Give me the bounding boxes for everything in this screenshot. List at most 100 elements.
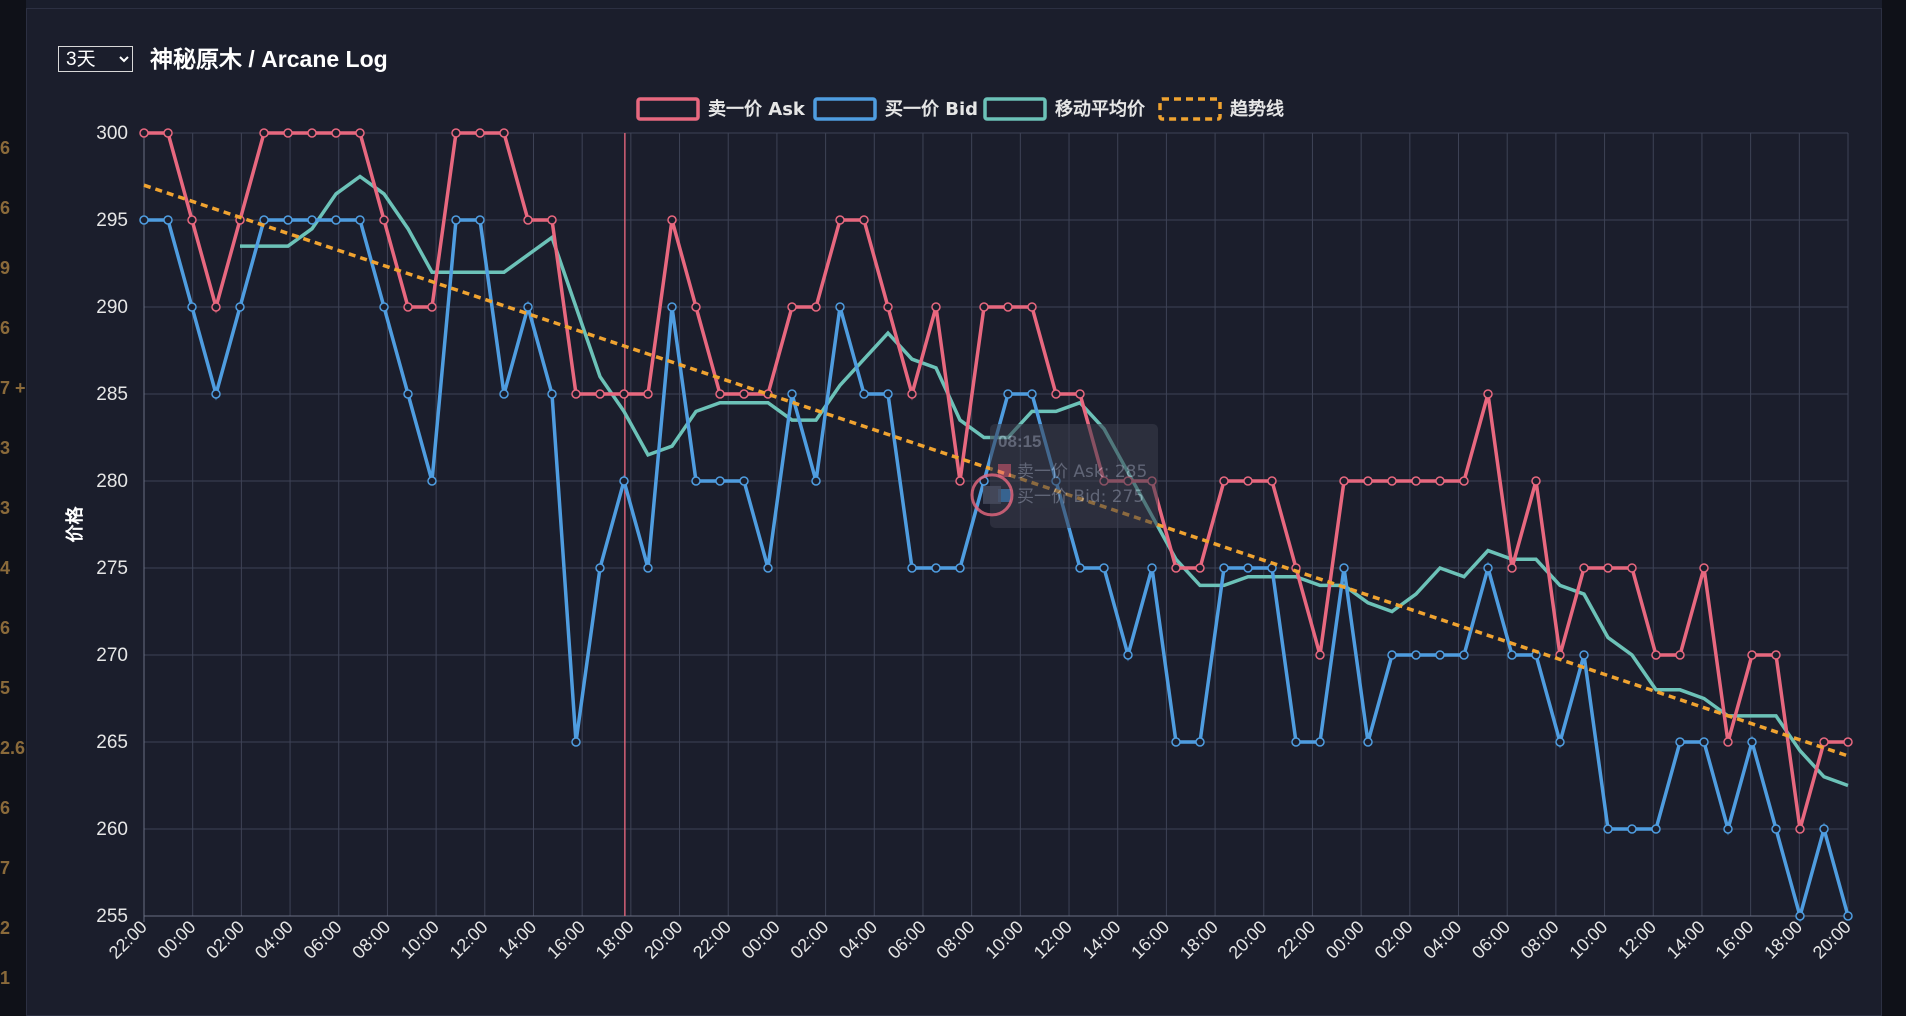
background-list-fragment: 3 [0,438,11,458]
data-point-bid [1747,737,1757,747]
data-point-ask [355,128,365,138]
data-point-bid [1771,824,1781,834]
data-point-bid [835,302,845,312]
data-point-ask [835,215,845,225]
data-point-bid [211,389,221,399]
data-point-ask [1675,650,1685,660]
background-list-fragment: 6 [0,798,11,818]
y-tick-label: 300 [96,123,128,144]
data-point-ask [1027,302,1037,312]
background-list-fragment: 3 [0,498,11,518]
chart-legend: 卖一价 Ask 买一价 Bid 移动平均价 趋势线 [636,97,1284,121]
tooltip-title: 08:15 [998,432,1041,451]
data-point-bid [1483,563,1493,573]
data-point-ask [859,215,869,225]
data-point-ask [787,302,797,312]
data-point-ask [1243,476,1253,486]
data-point-bid [1507,650,1517,660]
data-point-bid [163,215,173,225]
x-tick-label: 10:00 [1565,917,1611,963]
x-tick-label: 14:00 [1079,917,1125,963]
y-tick-label: 275 [96,558,128,579]
x-tick-label: 12:00 [1614,917,1660,963]
data-point-bid [1387,650,1397,660]
legend-label: 卖一价 Ask [708,98,806,120]
background-list-fragment: 9 [0,258,11,278]
x-tick-label: 08:00 [1517,917,1563,963]
data-point-ask [643,389,653,399]
data-point-bid [1699,737,1709,747]
legend-swatch [1158,97,1222,121]
data-point-bid [403,389,413,399]
data-point-bid [1843,911,1853,921]
data-point-bid [523,302,533,312]
legend-swatch [813,97,877,121]
data-point-ask [427,302,437,312]
data-point-ask [1843,737,1853,747]
y-tick-label: 285 [96,384,128,405]
tooltip-line: 买一价 Bid: 275 [1017,487,1144,507]
x-tick-label: 20:00 [1809,917,1855,963]
data-point-bid [1435,650,1445,660]
data-point-ask [1771,650,1781,660]
data-point-bid [1195,737,1205,747]
data-point-ask [307,128,317,138]
data-point-ask [691,302,701,312]
x-tick-label: 16:00 [1127,917,1173,963]
data-point-ask [331,128,341,138]
x-tick-label: 08:00 [932,917,978,963]
data-point-bid [1675,737,1685,747]
data-point-bid [1411,650,1421,660]
data-point-bid [715,476,725,486]
time-range-select[interactable]: 3天 [58,46,133,72]
data-point-bid [451,215,461,225]
data-point-ask [979,302,989,312]
data-point-ask [1315,650,1325,660]
data-point-ask [259,128,269,138]
x-tick-label: 20:00 [640,917,686,963]
data-point-ask [955,476,965,486]
data-point-ask [1819,737,1829,747]
legend-item: 买一价 Bid [813,97,978,121]
background-list-fragment: 6 [0,198,11,218]
data-point-bid [331,215,341,225]
data-point-bid [547,389,557,399]
data-point-ask [1507,563,1517,573]
data-point-ask [571,389,581,399]
data-point-ask [163,128,173,138]
data-point-bid [763,563,773,573]
y-tick-label: 280 [96,471,128,492]
y-axis-title: 价格 [64,506,86,543]
data-point-bid [307,215,317,225]
data-point-bid [1459,650,1469,660]
data-point-ask [1075,389,1085,399]
data-point-ask [1387,476,1397,486]
data-point-bid [859,389,869,399]
data-point-ask [1579,563,1589,573]
background-list-strip: 6 6 9 6 7 + 3 3 4 6 5 2.6 6 7 2 1 [0,0,26,1016]
data-point-ask [547,215,557,225]
x-tick-label: 06:00 [300,917,346,963]
data-point-bid [1795,911,1805,921]
y-tick-label: 290 [96,297,128,318]
x-tick-label: 04:00 [1419,917,1465,963]
data-point-ask-group [139,128,1853,834]
data-point-ask [403,302,413,312]
tooltip-swatch [998,464,1011,477]
data-point-ask [1795,824,1805,834]
data-point-ask [811,302,821,312]
data-point-ask [595,389,605,399]
data-point-bid [931,563,941,573]
background-list-fragment: 2.6 [0,738,26,758]
legend-item: 移动平均价 [983,97,1146,121]
x-tick-label: 20:00 [1225,917,1271,963]
background-list-fragment: 6 [0,138,11,158]
x-tick-label: 04:00 [251,917,297,963]
legend-swatch [983,97,1047,121]
data-point-ask [1411,476,1421,486]
data-point-bid [379,302,389,312]
data-point-ask [907,389,917,399]
data-point-bid [907,563,917,573]
data-point-ask [883,302,893,312]
